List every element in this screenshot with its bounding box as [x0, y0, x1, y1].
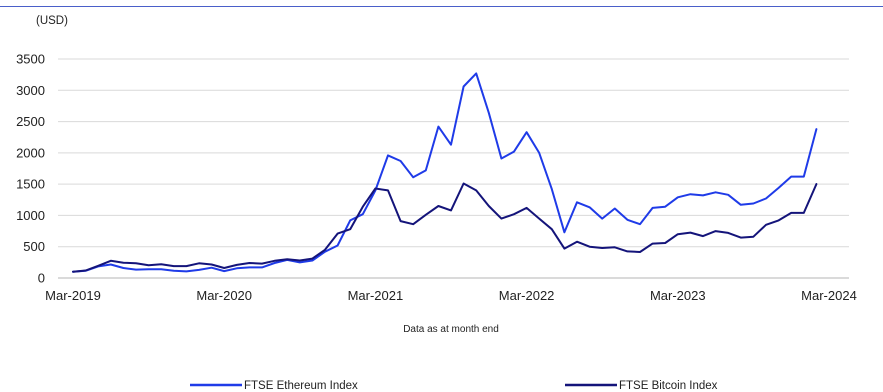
y-tick-label: 1000	[16, 208, 45, 223]
x-axis-ticks: Mar-2019 Mar-2020 Mar-2021 Mar-2022 Mar-2023…	[45, 288, 857, 303]
x-tick-label: Mar-2024	[801, 288, 857, 303]
legend: FTSE Ethereum Index FTSE Bitcoin Index	[190, 380, 718, 392]
bitcoin-index-line	[72, 182, 818, 273]
x-tick-label: Mar-2019	[45, 288, 101, 303]
x-tick-label: Mar-2023	[650, 288, 706, 303]
x-axis-note: Data as at month end	[403, 324, 499, 335]
y-tick-label: 2000	[16, 145, 45, 160]
y-tick-label: 1500	[16, 177, 45, 192]
x-tick-label: Mar-2021	[348, 288, 404, 303]
y-tick-label: 3000	[16, 83, 45, 98]
y-tick-label: 500	[23, 239, 45, 254]
ethereum-index-line	[72, 72, 818, 273]
x-tick-label: Mar-2022	[499, 288, 555, 303]
y-tick-label: 3500	[16, 52, 45, 67]
y-tick-label: 0	[38, 271, 45, 286]
legend-label-ethereum: FTSE Ethereum Index	[244, 380, 358, 392]
gridlines	[58, 58, 849, 279]
legend-label-bitcoin: FTSE Bitcoin Index	[619, 380, 718, 392]
y-axis-ticks: 0 500 1000 1500 2000 2500 3000 3500	[16, 52, 45, 286]
y-tick-label: 2500	[16, 114, 45, 129]
y-axis-unit-label: (USD)	[36, 15, 68, 27]
x-tick-label: Mar-2020	[196, 288, 252, 303]
series-lines	[72, 72, 818, 273]
